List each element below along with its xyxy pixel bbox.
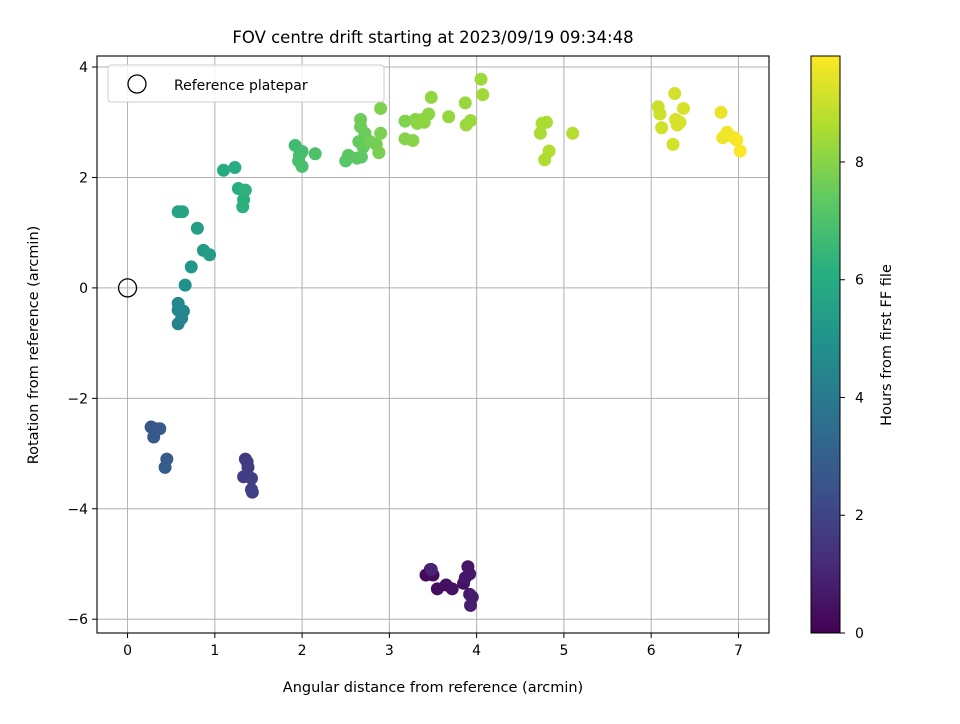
data-point	[308, 147, 322, 161]
reference-marker	[117, 278, 138, 298]
colorbar-tick-label: 4	[855, 390, 864, 406]
colorbar-tick-label: 0	[855, 626, 864, 642]
data-point	[655, 121, 669, 135]
data-point	[566, 126, 580, 140]
data-point	[666, 137, 680, 151]
legend-box	[107, 64, 385, 103]
legend: Reference platepar	[107, 64, 385, 103]
data-point	[464, 114, 478, 128]
data-point	[673, 115, 687, 129]
grid-lines	[97, 56, 769, 633]
x-axis-label: Angular distance from reference (arcmin)	[283, 680, 583, 696]
y-tick-label: −4	[67, 502, 88, 518]
x-tick-label: 4	[472, 643, 481, 659]
colorbar-tick-label: 2	[855, 508, 864, 524]
x-tick-label: 5	[559, 643, 568, 659]
x-tick-label: 6	[647, 643, 656, 659]
data-point	[668, 87, 682, 101]
x-tick-label: 1	[210, 643, 219, 659]
data-point	[424, 563, 438, 577]
data-point	[374, 101, 388, 115]
data-point	[184, 260, 198, 274]
data-point	[539, 115, 553, 129]
data-point	[714, 105, 728, 119]
data-points	[117, 72, 747, 612]
data-point	[653, 107, 667, 121]
data-point	[372, 146, 386, 160]
colorbar-tick-label: 6	[855, 273, 864, 289]
data-point	[398, 114, 412, 128]
data-point	[406, 133, 420, 147]
x-tick-label: 3	[385, 643, 394, 659]
data-point	[445, 582, 459, 596]
data-point	[354, 112, 368, 126]
data-point	[178, 278, 192, 292]
data-point	[245, 485, 259, 499]
data-point	[474, 72, 488, 86]
y-tick-label: 4	[79, 60, 88, 76]
data-point	[533, 126, 547, 140]
data-point	[354, 150, 368, 164]
y-tick-label: 0	[79, 281, 88, 297]
data-point	[190, 221, 204, 235]
colorbar-tick-label: 8	[855, 155, 864, 171]
y-axis-label: Rotation from reference (arcmin)	[26, 226, 42, 465]
data-point	[203, 248, 217, 262]
data-point	[374, 126, 388, 140]
data-point	[458, 571, 472, 585]
data-point	[217, 163, 231, 177]
data-point	[295, 159, 309, 173]
data-point	[228, 161, 242, 175]
colorbar-label: Hours from first FF file	[879, 264, 895, 426]
data-point	[171, 296, 185, 310]
data-point	[422, 107, 436, 121]
data-point	[733, 144, 747, 158]
colorbar-ticks: 0 2 4 6 8	[840, 155, 864, 642]
data-point	[458, 96, 472, 110]
data-point	[238, 183, 252, 197]
x-tick-label: 2	[298, 643, 307, 659]
data-point	[424, 90, 438, 104]
data-point	[730, 133, 744, 147]
y-tick-label: −6	[67, 612, 88, 628]
axis-ticks: 0 1 2 3 4 5 6 7 −6 −4 −2 0 2 4	[67, 60, 743, 659]
plot-frame	[96, 55, 770, 634]
data-point	[176, 205, 190, 219]
legend-label: Reference platepar	[174, 78, 308, 94]
data-point	[676, 101, 690, 115]
chart-title: FOV centre drift starting at 2023/09/19 …	[232, 28, 633, 47]
data-point	[442, 110, 456, 124]
data-point	[236, 200, 250, 214]
legend-marker-icon	[127, 74, 147, 94]
data-point	[158, 460, 172, 474]
x-tick-label: 7	[734, 643, 743, 659]
x-tick-label: 0	[123, 643, 132, 659]
data-point	[542, 144, 556, 158]
y-tick-label: 2	[79, 170, 88, 186]
data-point	[464, 598, 478, 612]
data-point	[244, 471, 258, 485]
data-point	[147, 430, 161, 444]
colorbar	[810, 55, 841, 634]
y-tick-label: −2	[67, 391, 88, 407]
data-point	[476, 88, 490, 102]
